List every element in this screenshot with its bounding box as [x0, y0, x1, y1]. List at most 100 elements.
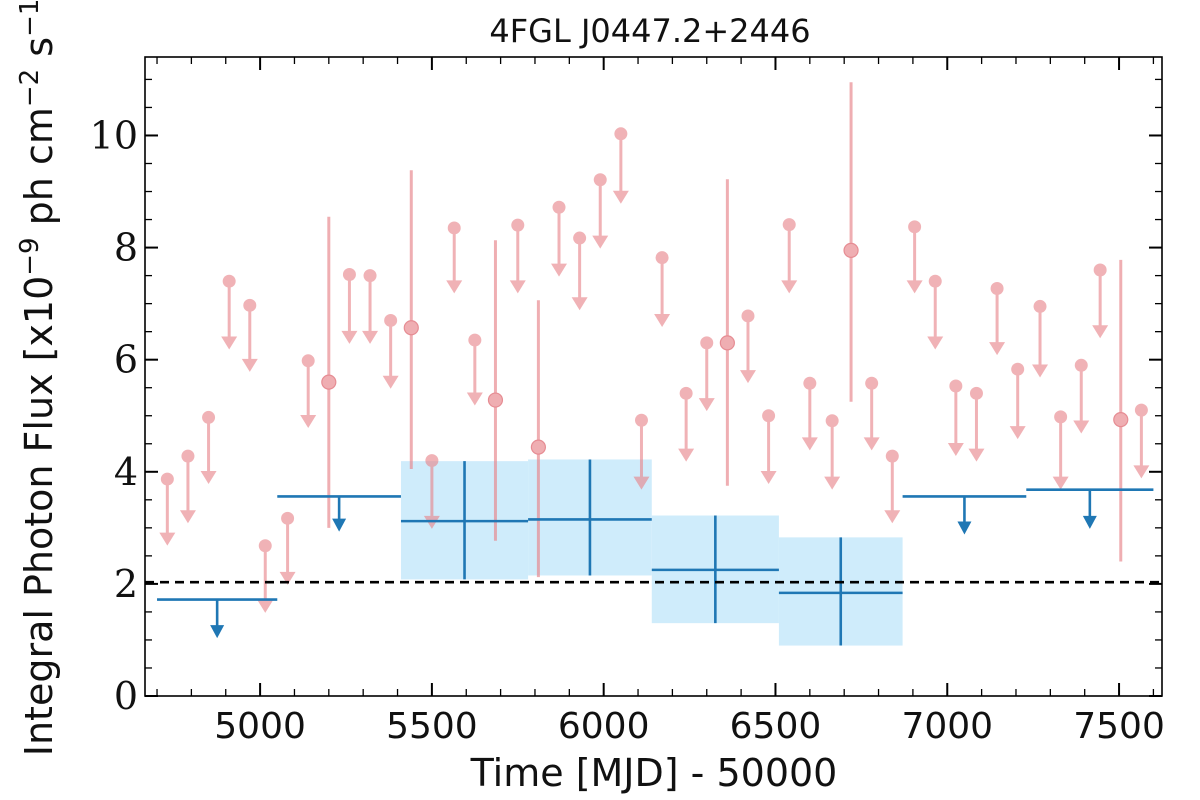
fine-ul-marker	[908, 220, 922, 234]
fine-ul-arrow	[1092, 325, 1109, 339]
fine-upper-limit-9	[362, 269, 379, 344]
fine-upper-limit-36	[1032, 299, 1049, 378]
fine-ul-arrow	[571, 297, 588, 311]
fine-ul-arrow	[760, 471, 777, 484]
fine-ul-arrow	[179, 510, 196, 524]
fine-ul-arrow	[279, 571, 296, 585]
fine-ul-marker	[614, 127, 628, 141]
fine-ul-arrow	[906, 280, 923, 294]
fine-ul-arrow	[509, 280, 526, 294]
fine-ul-marker	[782, 218, 796, 232]
x-tick-label-3: 6500	[730, 706, 822, 747]
fine-ul-marker	[552, 200, 566, 214]
fine-det-marker	[403, 320, 419, 336]
fine-upper-limit-10	[382, 313, 399, 389]
fine-detection-5	[843, 82, 859, 402]
fine-upper-limit-8	[341, 267, 358, 344]
fine-upper-limit-20	[654, 251, 671, 328]
fine-det-marker	[321, 374, 337, 390]
fine-upper-limit-35	[1009, 362, 1026, 440]
axes: 5000 5500 6000 6500 7000 7500 0 2 4 6 8 10	[90, 56, 1165, 747]
fine-ul-marker	[243, 298, 257, 312]
fine-upper-limit-2	[200, 410, 217, 484]
fine-det-marker	[1113, 412, 1129, 428]
fine-ul-marker	[634, 413, 648, 427]
fine-ul-arrow	[633, 476, 650, 490]
fine-det-marker	[530, 439, 547, 455]
fine-ul-arrow	[884, 510, 901, 524]
fine-detection-6	[1113, 259, 1129, 562]
fine-ul-marker	[181, 449, 195, 463]
coarse-detection-0	[400, 461, 529, 580]
fine-ul-arrow	[863, 437, 880, 451]
fine-ul-arrow	[698, 398, 715, 412]
fine-upper-limit-17	[592, 173, 609, 249]
fine-ul-arrow	[446, 280, 463, 294]
x-tick-label-4: 7000	[901, 706, 993, 747]
fine-ul-marker	[1011, 362, 1025, 376]
fine-ul-arrow	[551, 263, 568, 277]
coarse-upper-limit-2	[1026, 488, 1154, 529]
coarse-ul-arrow	[1082, 515, 1097, 529]
fine-ul-arrow	[654, 314, 671, 328]
fine-ul-arrow	[1073, 420, 1090, 434]
fine-ul-arrow	[466, 392, 483, 406]
fine-upper-limit-37	[1052, 410, 1069, 490]
plot-frame	[144, 56, 1163, 697]
fine-upper-limit-21	[678, 386, 695, 462]
y-tick-label-4: 8	[114, 226, 138, 270]
fine-ul-marker	[885, 449, 899, 463]
coarse-bin-bands	[400, 459, 903, 646]
fine-ul-arrow	[1009, 426, 1026, 440]
coarse-upper-limit-0	[157, 598, 278, 639]
fine-ul-arrow	[801, 437, 818, 451]
fine-upper-limit-28	[863, 376, 880, 451]
x-axis-label: Time [MJD] - 50000	[470, 751, 838, 795]
fine-upper-limit-33	[968, 386, 985, 462]
y-tick-label-5: 10	[90, 113, 138, 157]
x-tick-label-0: 5000	[214, 706, 306, 747]
fine-det-marker	[843, 242, 859, 258]
fine-ul-arrow	[739, 370, 756, 384]
fine-ul-arrow	[968, 448, 985, 462]
y-tick-label-3: 6	[114, 338, 138, 382]
fine-ul-marker	[990, 281, 1004, 295]
fine-upper-limit-29	[884, 449, 901, 524]
fine-ul-marker	[865, 376, 879, 390]
fine-upper-limit-34	[989, 281, 1006, 356]
fine-detection-2	[487, 240, 504, 541]
fine-ul-marker	[969, 386, 983, 400]
fine-ul-marker	[679, 386, 693, 400]
fine-ul-arrow	[200, 471, 217, 484]
coarse-bin-series	[157, 459, 1154, 646]
coarse-detection-1	[528, 459, 652, 576]
fine-ul-marker	[1134, 403, 1148, 417]
fine-ul-marker	[825, 414, 839, 428]
fine-upper-limit-25	[781, 218, 798, 294]
fine-ul-arrow	[824, 476, 841, 490]
fine-ul-arrow	[612, 190, 629, 204]
fine-ul-marker	[949, 379, 963, 393]
fine-det-marker	[487, 392, 504, 408]
fine-ul-marker	[468, 333, 482, 347]
fine-ul-marker	[342, 267, 356, 281]
fine-ul-arrow	[947, 442, 964, 456]
fine-detection-0	[321, 216, 337, 528]
y-axis-label: Integral Photon Flux [x10−9 ph cm−2 s−1]	[15, 0, 61, 756]
fine-ul-marker	[511, 218, 525, 232]
fine-upper-limit-3	[221, 274, 238, 350]
fine-upper-limit-27	[824, 414, 841, 490]
fine-ul-marker	[741, 309, 755, 323]
coarse-ul-arrow	[332, 518, 347, 532]
fine-upper-limit-23	[739, 309, 756, 384]
fine-ul-arrow	[592, 235, 609, 249]
fine-ul-arrow	[678, 448, 695, 462]
x-tick-label-2: 6000	[558, 706, 650, 747]
fine-ul-arrow	[159, 532, 176, 546]
fine-detection-1	[403, 170, 419, 469]
fine-ul-marker	[928, 274, 942, 288]
fine-upper-limit-26	[801, 376, 818, 451]
fine-ul-marker	[1093, 263, 1107, 277]
fine-ul-arrow	[341, 330, 358, 344]
fine-upper-limit-39	[1092, 263, 1109, 339]
